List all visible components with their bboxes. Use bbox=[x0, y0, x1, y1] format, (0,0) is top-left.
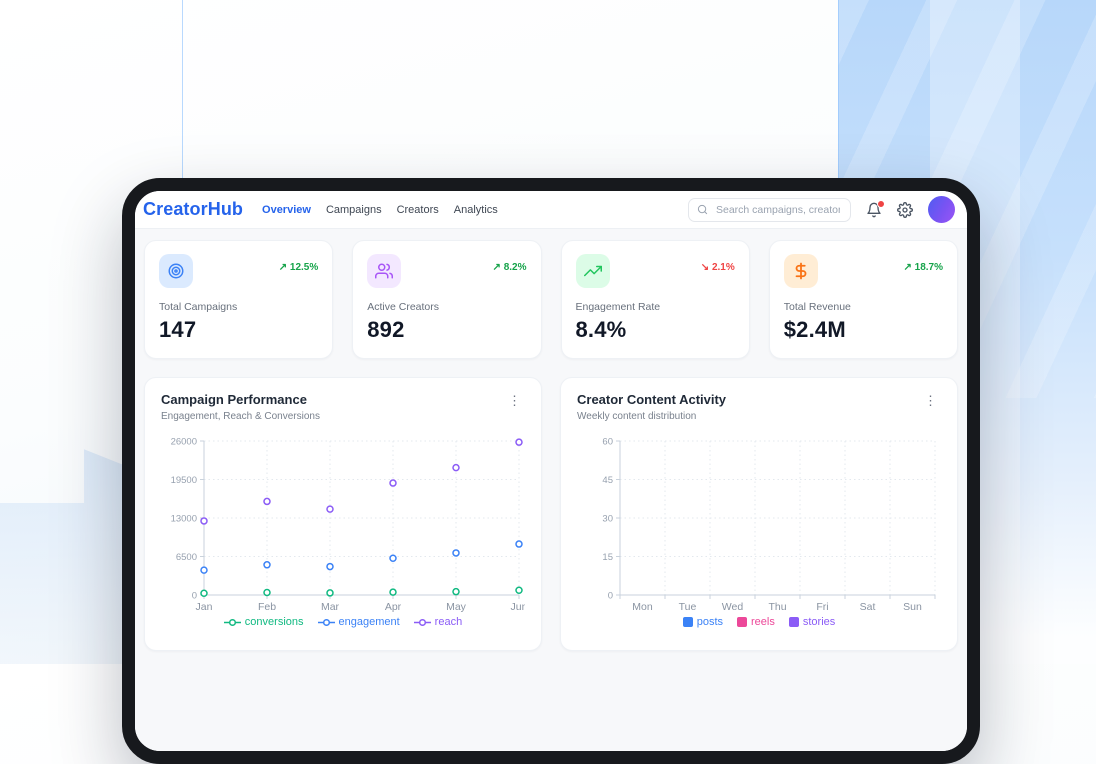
stat-label: Total Campaigns bbox=[159, 301, 238, 313]
legend-item-posts: posts bbox=[682, 616, 724, 628]
svg-text:Sat: Sat bbox=[860, 601, 876, 613]
content-activity-card: Creator Content Activity Weekly content … bbox=[560, 377, 958, 651]
svg-text:May: May bbox=[446, 601, 467, 613]
stat-value: $2.4M bbox=[783, 317, 846, 342]
stats-row: ↗ 12.5% Total Campaigns 147 ↗ 8.2% Activ… bbox=[144, 240, 958, 359]
notification-dot bbox=[877, 199, 885, 208]
stat-card-total-revenue: ↗ 18.7% Total Revenue $2.4M bbox=[768, 240, 958, 359]
svg-text:15: 15 bbox=[602, 552, 613, 563]
svg-text:Mar: Mar bbox=[321, 601, 340, 613]
trend-up-icon: ↗ bbox=[903, 262, 912, 273]
stat-value: 8.4% bbox=[575, 317, 627, 342]
svg-text:Sun: Sun bbox=[903, 601, 922, 613]
stat-card-engagement-rate: ↘ 2.1% Engagement Rate 8.4% bbox=[560, 240, 750, 359]
nav-item-analytics[interactable]: Analytics bbox=[453, 203, 498, 216]
nav-item-overview[interactable]: Overview bbox=[262, 203, 311, 216]
stat-value: 147 bbox=[159, 317, 197, 342]
legend-label: conversions bbox=[244, 616, 304, 628]
users-icon bbox=[367, 254, 402, 288]
svg-text:Fri: Fri bbox=[816, 601, 828, 613]
stat-card-active-creators: ↗ 8.2% Active Creators 892 bbox=[352, 240, 542, 359]
search-box[interactable] bbox=[688, 197, 851, 222]
chart-subtitle: Engagement, Reach & Conversions bbox=[161, 411, 320, 422]
svg-text:Mon: Mon bbox=[632, 601, 653, 613]
svg-text:Tue: Tue bbox=[679, 601, 697, 613]
campaign-performance-legend: conversions engagement reach bbox=[161, 616, 525, 628]
svg-text:Jan: Jan bbox=[196, 601, 213, 613]
dollar-icon bbox=[783, 254, 818, 288]
legend-item-engagement: engagement bbox=[317, 616, 400, 628]
stat-label: Engagement Rate bbox=[575, 301, 661, 313]
conversions-legend-marker bbox=[223, 618, 241, 626]
svg-text:19500: 19500 bbox=[171, 475, 197, 486]
svg-text:Feb: Feb bbox=[258, 601, 276, 613]
content-activity-chart: 0 15 30 45 60 Mon Tue Wed Thu Fri Sat Sun bbox=[602, 437, 936, 613]
trend-down-icon: ↘ bbox=[700, 262, 710, 273]
stories-legend-marker bbox=[788, 617, 799, 627]
app-logo[interactable]: CreatorHub bbox=[143, 199, 244, 219]
search-icon bbox=[697, 204, 708, 215]
reach-legend-marker bbox=[413, 618, 431, 626]
device-frame: CreatorHub Overview Campaigns Creators A… bbox=[122, 178, 980, 764]
legend-label: reels bbox=[751, 616, 775, 628]
svg-text:60: 60 bbox=[602, 437, 613, 448]
engagement-legend-marker bbox=[317, 618, 335, 626]
topbar-actions bbox=[688, 196, 955, 223]
stat-label: Active Creators bbox=[367, 301, 440, 313]
trend-up-icon: ↗ bbox=[492, 262, 501, 273]
content-activity-legend: posts reels stories bbox=[577, 616, 941, 628]
trending-up-icon bbox=[575, 254, 610, 288]
stat-card-total-campaigns: ↗ 12.5% Total Campaigns 147 bbox=[144, 240, 334, 359]
trend-badge: ↗ 12.5% bbox=[278, 262, 319, 273]
kebab-menu-icon[interactable]: ⋮ bbox=[924, 393, 937, 408]
bell-icon bbox=[866, 202, 882, 218]
stat-label: Total Revenue bbox=[783, 301, 851, 313]
legend-item-reach: reach bbox=[413, 616, 463, 628]
legend-label: engagement bbox=[338, 616, 400, 628]
stat-value: 892 bbox=[367, 317, 405, 342]
kebab-menu-icon[interactable]: ⋮ bbox=[508, 393, 521, 408]
svg-text:0: 0 bbox=[608, 591, 613, 602]
trend-up-icon: ↗ bbox=[278, 262, 288, 273]
nav-item-creators[interactable]: Creators bbox=[396, 203, 439, 216]
gear-icon bbox=[897, 201, 913, 218]
chart-title: Campaign Performance bbox=[161, 392, 307, 407]
nav-item-campaigns[interactable]: Campaigns bbox=[325, 203, 382, 216]
main-nav: Overview Campaigns Creators Analytics bbox=[262, 204, 498, 216]
chart-subtitle: Weekly content distribution bbox=[577, 411, 697, 422]
legend-label: reach bbox=[434, 616, 463, 628]
trend-badge: ↗ 18.7% bbox=[903, 262, 943, 273]
svg-text:26000: 26000 bbox=[171, 437, 197, 448]
dashboard-app: CreatorHub Overview Campaigns Creators A… bbox=[135, 191, 967, 751]
svg-text:45: 45 bbox=[602, 475, 613, 486]
trend-badge: ↗ 8.2% bbox=[492, 262, 527, 273]
trend-badge: ↘ 2.1% bbox=[700, 262, 735, 273]
legend-item-conversions: conversions bbox=[223, 616, 304, 628]
svg-text:Apr: Apr bbox=[385, 601, 402, 613]
main-content: ↗ 12.5% Total Campaigns 147 ↗ 8.2% Activ… bbox=[135, 229, 967, 751]
notifications-button[interactable] bbox=[866, 199, 885, 218]
charts-row: Campaign Performance Engagement, Reach &… bbox=[144, 377, 958, 651]
legend-label: posts bbox=[696, 616, 724, 628]
posts-legend-marker bbox=[682, 617, 693, 627]
svg-text:6500: 6500 bbox=[176, 552, 197, 563]
svg-text:0: 0 bbox=[192, 591, 197, 602]
svg-text:30: 30 bbox=[602, 514, 613, 525]
svg-text:Thu: Thu bbox=[768, 601, 786, 613]
chart-title: Creator Content Activity bbox=[577, 392, 727, 407]
legend-label: stories bbox=[802, 616, 836, 628]
svg-text:Wed: Wed bbox=[722, 601, 744, 613]
target-icon bbox=[159, 254, 193, 288]
reels-legend-marker bbox=[737, 617, 748, 627]
svg-text:13000: 13000 bbox=[171, 514, 197, 525]
campaign-performance-card: Campaign Performance Engagement, Reach &… bbox=[144, 377, 542, 651]
svg-text:Jun: Jun bbox=[511, 601, 525, 613]
campaign-performance-chart: 0 6500 13000 19500 26000 Jan Feb Mar Apr May Jun bbox=[171, 437, 525, 614]
top-navigation-bar: CreatorHub Overview Campaigns Creators A… bbox=[135, 191, 967, 229]
legend-item-stories: stories bbox=[788, 616, 836, 628]
legend-item-reels: reels bbox=[737, 616, 775, 628]
search-input[interactable] bbox=[714, 202, 842, 217]
settings-button[interactable] bbox=[897, 201, 913, 218]
user-avatar[interactable] bbox=[928, 196, 955, 223]
